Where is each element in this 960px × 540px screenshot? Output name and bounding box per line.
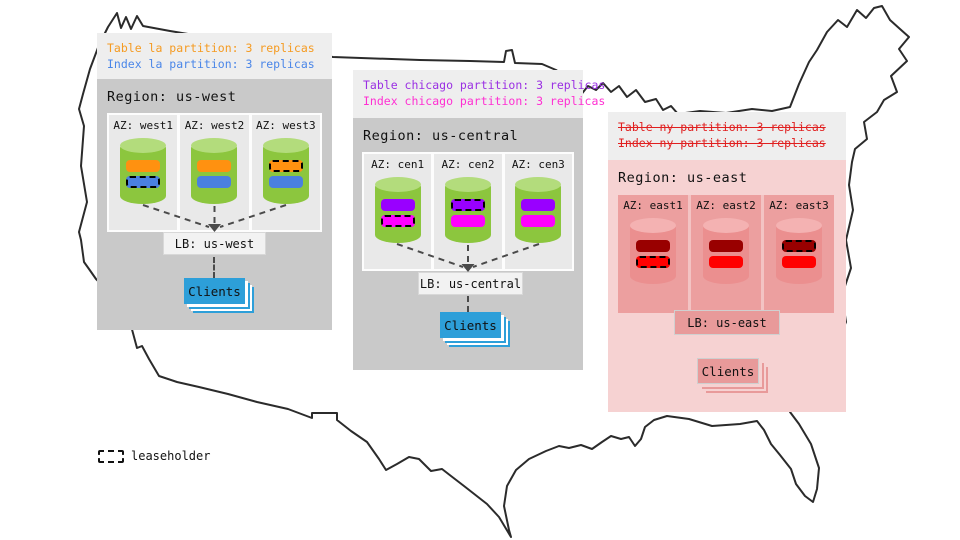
index-replica-bar bbox=[450, 215, 485, 227]
az-east1: AZ: east1 bbox=[618, 195, 688, 313]
index-replica-bar bbox=[782, 256, 816, 268]
index-replica-bar bbox=[380, 215, 415, 227]
clients-us-central: Clients bbox=[440, 312, 501, 338]
region-us-east: Region: us-east AZ: east1 AZ: east2 bbox=[608, 160, 846, 412]
db-cylinder-icon bbox=[262, 138, 309, 204]
clients-us-west: Clients bbox=[184, 278, 245, 304]
note-table-la: Table la partition: 3 replicas bbox=[107, 41, 315, 55]
lb-us-east: LB: us-east bbox=[674, 310, 780, 335]
region-us-central: Region: us-central AZ: cen1 AZ: cen2 bbox=[353, 118, 583, 370]
az-label: AZ: cen1 bbox=[371, 158, 425, 171]
az-west1: AZ: west1 bbox=[109, 115, 178, 230]
az-row-us-west: AZ: west1 AZ: west2 AZ: bbox=[107, 113, 322, 232]
region-title-us-west: Region: us-west bbox=[107, 89, 237, 105]
az-east3: AZ: east3 bbox=[764, 195, 834, 313]
note-table-ny: Table ny partition: 3 replicas bbox=[618, 120, 826, 134]
note-index-ny: Index ny partition: 3 replicas bbox=[618, 136, 826, 150]
az-label: AZ: west1 bbox=[113, 119, 173, 132]
db-cylinder-icon bbox=[630, 218, 676, 284]
us-map-path bbox=[78, 5, 910, 538]
db-cylinder-icon bbox=[120, 138, 167, 204]
az-label: AZ: cen2 bbox=[441, 158, 495, 171]
note-box-us-west: Table la partition: 3 replicas Index la … bbox=[97, 33, 332, 79]
index-replica-bar bbox=[709, 256, 743, 268]
az-label: AZ: west3 bbox=[256, 119, 316, 132]
region-title-us-east: Region: us-east bbox=[618, 170, 748, 186]
clients-us-east: Clients bbox=[697, 358, 759, 384]
az-row-us-east: AZ: east1 AZ: east2 AZ: bbox=[618, 195, 834, 313]
lb-us-central: LB: us-central bbox=[418, 272, 523, 295]
db-cylinder-icon bbox=[191, 138, 238, 204]
index-replica-bar bbox=[126, 176, 161, 188]
az-cen1: AZ: cen1 bbox=[364, 154, 432, 269]
table-replica-bar bbox=[521, 199, 556, 211]
az-label: AZ: west2 bbox=[184, 119, 245, 132]
table-replica-bar bbox=[197, 160, 232, 172]
table-replica-bar bbox=[450, 199, 485, 211]
index-replica-bar bbox=[636, 256, 670, 268]
az-row-us-central: AZ: cen1 AZ: cen2 AZ: ce bbox=[362, 152, 574, 271]
lb-us-west: LB: us-west bbox=[163, 232, 266, 255]
note-index-chicago: Index chicago partition: 3 replicas bbox=[363, 94, 606, 108]
table-replica-bar bbox=[268, 160, 303, 172]
lb-clients-link bbox=[467, 296, 469, 312]
db-cylinder-icon bbox=[515, 177, 562, 243]
az-west3: AZ: west3 bbox=[251, 115, 320, 230]
index-replica-bar bbox=[521, 215, 556, 227]
db-cylinder-icon bbox=[374, 177, 421, 243]
leaseholder-swatch-icon bbox=[98, 449, 124, 463]
legend: leaseholder bbox=[98, 449, 210, 463]
table-replica-bar bbox=[380, 199, 415, 211]
db-cylinder-icon bbox=[776, 218, 822, 284]
region-us-west: Region: us-west AZ: west1 AZ: west2 bbox=[97, 79, 332, 330]
az-east2: AZ: east2 bbox=[691, 195, 761, 313]
db-cylinder-icon bbox=[703, 218, 749, 284]
table-replica-bar bbox=[636, 240, 670, 252]
az-cen3: AZ: cen3 bbox=[504, 154, 572, 269]
lb-clients-link bbox=[213, 257, 215, 278]
db-cylinder-icon bbox=[444, 177, 491, 243]
az-label: AZ: east3 bbox=[769, 199, 829, 212]
az-label: AZ: cen3 bbox=[511, 158, 565, 171]
az-cen2: AZ: cen2 bbox=[434, 154, 502, 269]
legend-label: leaseholder bbox=[131, 449, 211, 463]
note-table-chicago: Table chicago partition: 3 replicas bbox=[363, 78, 606, 92]
table-replica-bar bbox=[709, 240, 743, 252]
az-label: AZ: east2 bbox=[696, 199, 756, 212]
az-west2: AZ: west2 bbox=[180, 115, 249, 230]
note-index-la: Index la partition: 3 replicas bbox=[107, 57, 315, 71]
table-replica-bar bbox=[782, 240, 816, 252]
region-title-us-central: Region: us-central bbox=[363, 128, 519, 144]
note-box-us-east: Table ny partition: 3 replicas Index ny … bbox=[608, 112, 846, 160]
index-replica-bar bbox=[197, 176, 232, 188]
az-label: AZ: east1 bbox=[623, 199, 683, 212]
table-replica-bar bbox=[126, 160, 161, 172]
note-box-us-central: Table chicago partition: 3 replicas Inde… bbox=[353, 70, 606, 118]
index-replica-bar bbox=[268, 176, 303, 188]
